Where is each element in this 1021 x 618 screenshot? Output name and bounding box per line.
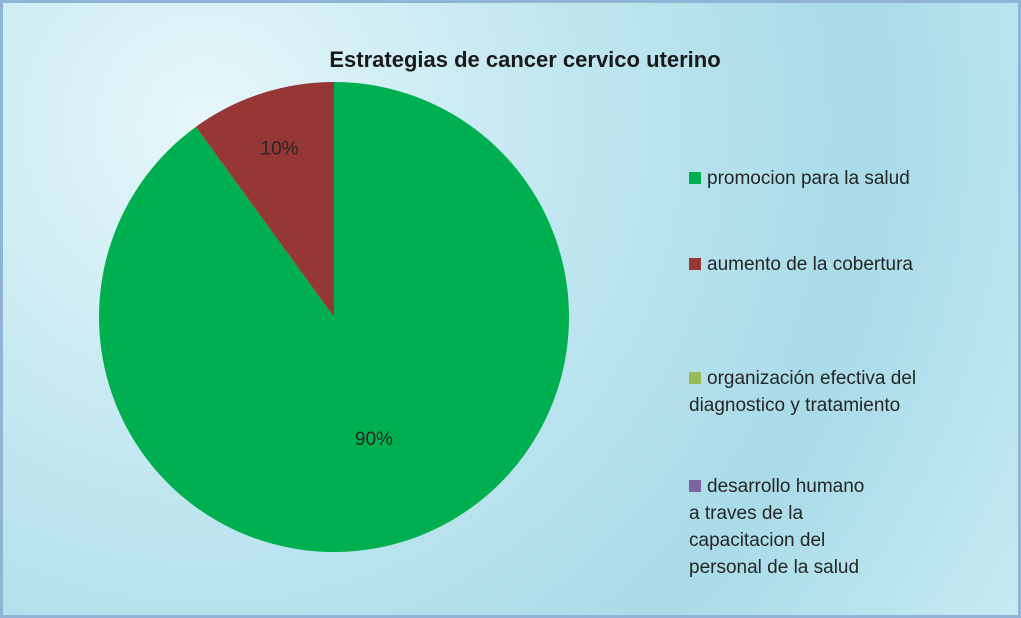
legend-label: organización efectiva del diagnostico y … <box>689 368 917 416</box>
legend-item: promocion para la salud <box>689 165 989 192</box>
legend-item: aumento de la cobertura <box>689 251 989 278</box>
legend-label: desarrollo humano a traves de la capacit… <box>689 476 865 578</box>
data-label: 90% <box>355 429 393 450</box>
pie-slice <box>195 82 334 317</box>
chart-title: Estrategias de cancer cervico uterino <box>329 47 720 72</box>
legend-swatch <box>689 372 701 384</box>
legend-swatch <box>689 258 701 270</box>
legend-label: aumento de la cobertura <box>707 254 913 275</box>
chart: Estrategias de cancer cervico uterino 90… <box>98 47 721 552</box>
legend-swatch <box>689 480 701 492</box>
data-label: 10% <box>261 138 299 159</box>
legend-item: organización efectiva del diagnostico y … <box>689 365 959 419</box>
legend-swatch <box>689 172 701 184</box>
legend-label: promocion para la salud <box>707 168 910 189</box>
legend-item: desarrollo humano a traves de la capacit… <box>689 473 879 581</box>
